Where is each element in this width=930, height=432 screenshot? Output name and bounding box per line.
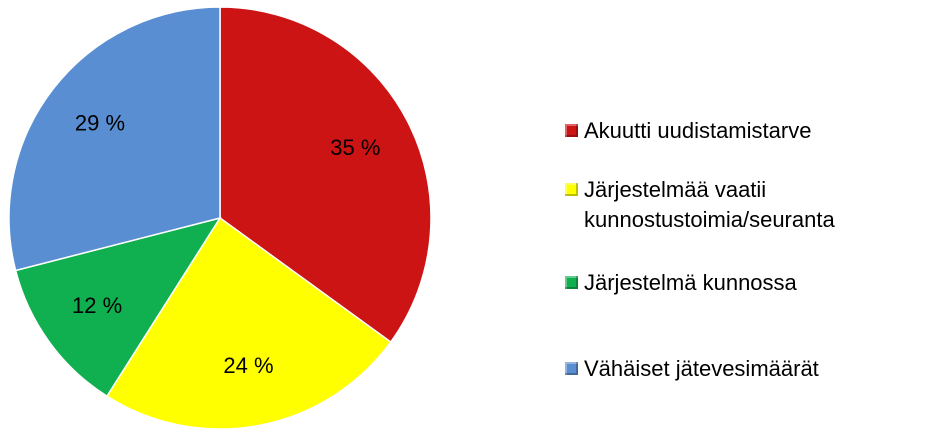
legend-item: Järjestelmää vaatii kunnostustoimia/seur… [565,175,930,235]
legend-key [565,183,578,196]
legend-key [565,362,578,375]
legend-label: Järjestelmää vaatii kunnostustoimia/seur… [584,177,835,232]
slice-label: 12 % [72,293,122,318]
legend-key [565,124,578,137]
pie-slice [219,6,432,344]
legend-key [565,276,578,289]
legend-item: Järjestelmä kunnossa [565,268,930,298]
legend-label: Akuutti uudistamistarve [584,118,812,143]
slice-label: 29 % [75,111,125,136]
pie-slice [8,6,221,272]
slice-label: 24 % [223,353,273,378]
legend-label: Vähäiset jätevesimäärät [584,356,819,381]
legend-item: Akuutti uudistamistarve [565,116,930,146]
legend-item: Vähäiset jätevesimäärät [565,354,930,384]
pie-slice [14,216,222,398]
legend-label: Järjestelmä kunnossa [584,270,797,295]
pie-slice [105,216,392,430]
slice-label: 35 % [330,135,380,160]
